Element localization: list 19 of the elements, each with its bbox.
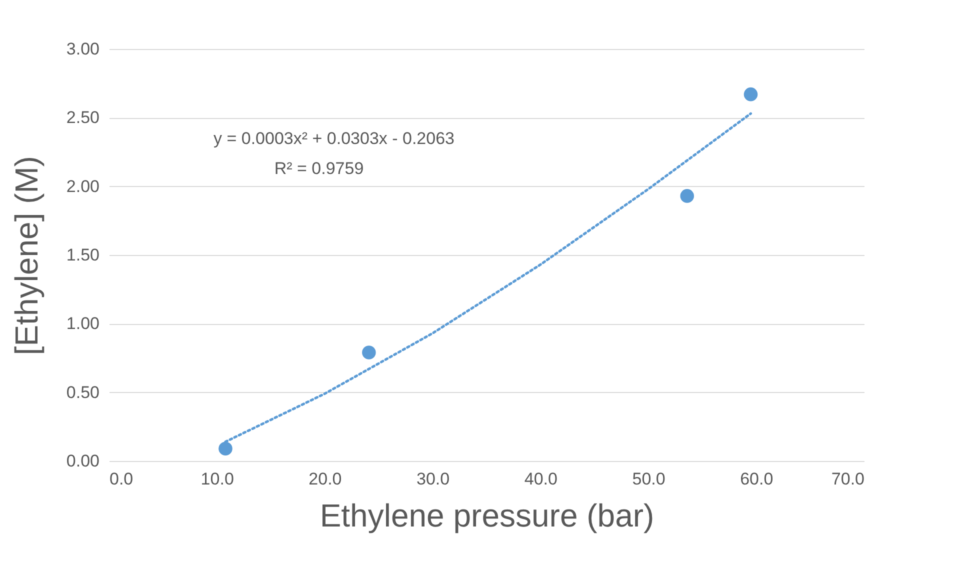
x-tick-label: 0.0 <box>110 470 134 488</box>
x-tick-label: 60.0 <box>740 470 774 488</box>
y-tick-label: 1.50 <box>66 246 100 264</box>
y-tick-label: 0.00 <box>66 452 100 470</box>
x-tick-label: 40.0 <box>524 470 558 488</box>
annotation: R² = 0.9759 <box>274 159 364 178</box>
x-tick-label: 30.0 <box>416 470 450 488</box>
x-tick-label: 50.0 <box>632 470 666 488</box>
x-axis-title: Ethylene pressure (bar) <box>320 498 654 534</box>
y-tick-label: 3.00 <box>66 40 100 58</box>
x-tick-label: 20.0 <box>308 470 342 488</box>
y-tick-label: 1.00 <box>66 314 100 334</box>
x-tick-label: 70.0 <box>831 470 864 488</box>
y-axis-title: [Ethylene] (M) <box>8 156 44 356</box>
y-tick-label: 2.50 <box>66 108 100 128</box>
y-tick-label: 0.50 <box>66 382 100 402</box>
x-tick-label: 10.0 <box>200 470 234 488</box>
y-tick-label: 2.00 <box>66 176 100 196</box>
annotation: y = 0.0003x² + 0.0303x - 0.2063 <box>213 129 455 148</box>
